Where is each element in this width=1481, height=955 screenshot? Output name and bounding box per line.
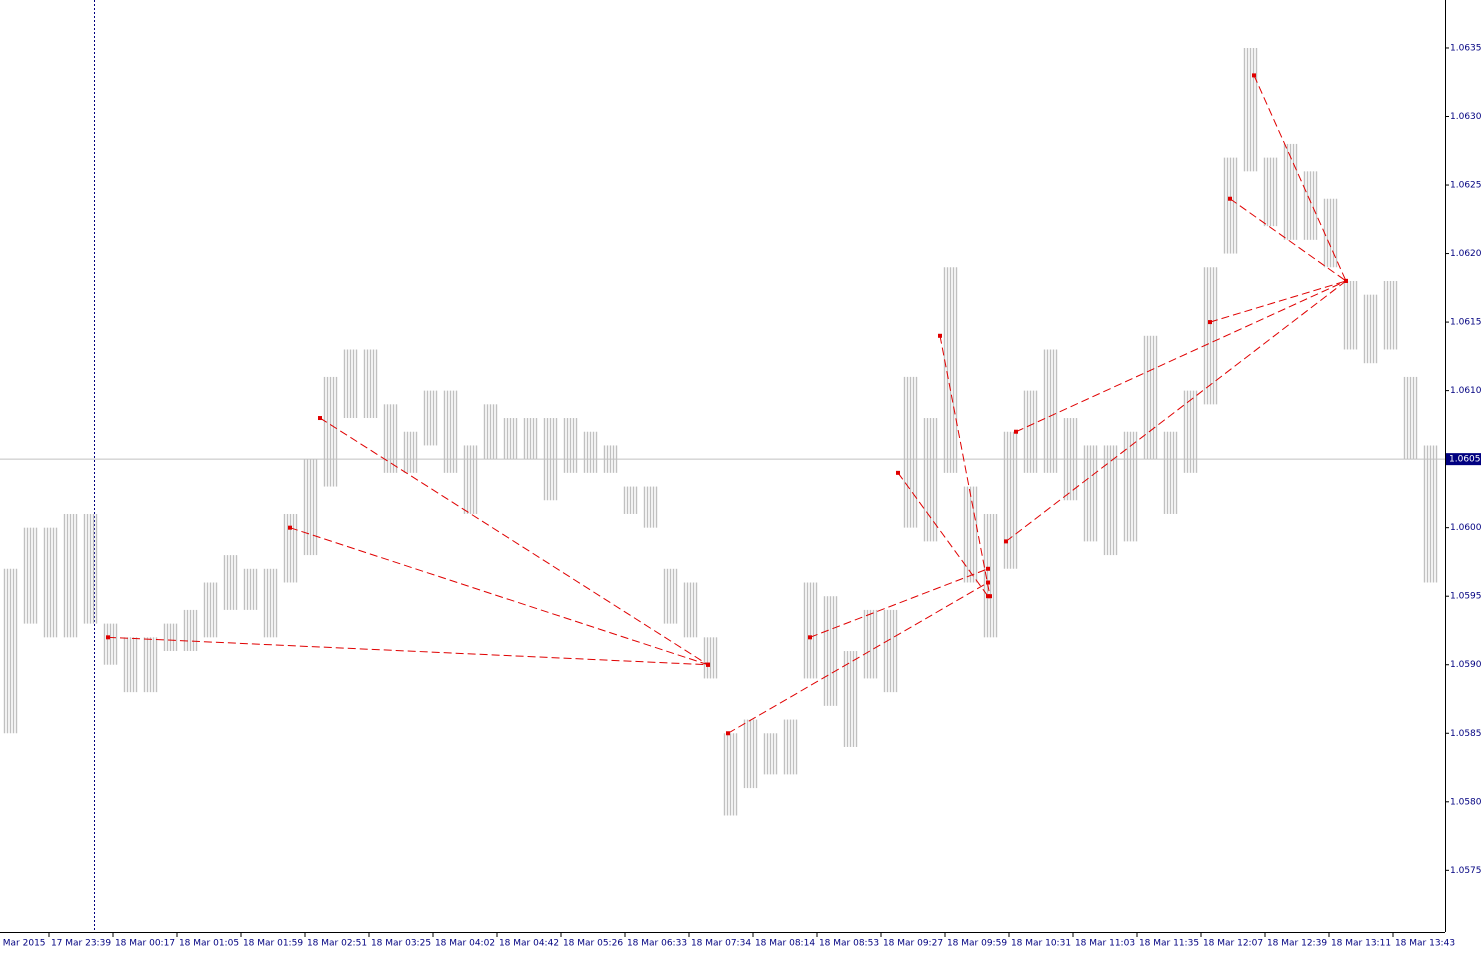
current-price-label: 1.0605 (1449, 455, 1481, 465)
x-tick-label: 17 Mar 23:39 (51, 939, 111, 949)
y-tick-label: 1.0610 (1450, 386, 1481, 396)
trade-open (726, 731, 730, 736)
x-tick-label: 18 Mar 04:42 (499, 939, 559, 949)
trade-line (289, 527, 709, 666)
x-tick-label: 18 Mar 13:11 (1331, 939, 1391, 949)
y-tick-label: 1.0600 (1450, 523, 1481, 533)
x-tick-label: 18 Mar 03:25 (371, 939, 431, 949)
y-tick-label: 1.0635 (1450, 43, 1481, 53)
x-tick-label: 18 Mar 08:14 (755, 939, 815, 949)
x-tick-label: 18 Mar 07:34 (691, 939, 751, 949)
trade-line (1015, 280, 1347, 433)
y-tick-label: 1.0615 (1450, 318, 1481, 328)
y-tick-label: 1.0575 (1450, 866, 1481, 876)
trade-line (107, 636, 709, 666)
trade-open (896, 470, 900, 475)
x-tick-label: 18 Mar 12:39 (1267, 939, 1327, 949)
x-tick-label: 18 Mar 01:05 (179, 939, 239, 949)
y-tick-label: 1.0580 (1450, 797, 1481, 807)
x-tick-label: 18 Mar 08:53 (819, 939, 879, 949)
x-tick-label: 18 Mar 02:51 (307, 939, 367, 949)
trade-open (938, 333, 942, 338)
x-tick-label: 18 Mar 10:31 (1011, 939, 1071, 949)
x-tick-label: 18 Mar 06:33 (627, 939, 687, 949)
x-tick-label: 18 Mar 01:59 (243, 939, 303, 949)
trade-open (106, 635, 110, 640)
y-tick-label: 1.0585 (1450, 729, 1481, 739)
trade-close (986, 580, 990, 585)
x-tick-label: 18 Mar 09:59 (947, 939, 1007, 949)
trade-line (809, 568, 989, 638)
trade-open (318, 416, 322, 421)
trade-open (808, 635, 812, 640)
x-tick-label: 18 Mar 12:07 (1203, 939, 1263, 949)
x-tick-label: 18 Mar 04:02 (435, 939, 495, 949)
x-tick-label: 18 Mar 13:43 (1395, 939, 1455, 949)
trade-close (988, 594, 992, 599)
x-tick-label: 17 Mar 2015 (0, 939, 46, 949)
trade-line (1253, 75, 1347, 282)
x-tick-label: 18 Mar 11:35 (1139, 939, 1199, 949)
x-tick-label: 18 Mar 11:03 (1075, 939, 1135, 949)
trade-close (986, 566, 990, 571)
current-price-box (1446, 453, 1481, 466)
trade-line (727, 582, 989, 734)
trade-open (1228, 196, 1232, 201)
trade-line (319, 417, 709, 666)
trade-close (1344, 278, 1348, 283)
trade-open (1004, 539, 1008, 544)
trade-open (1014, 429, 1018, 434)
y-tick-label: 1.0590 (1450, 660, 1481, 670)
x-tick-label: 18 Mar 09:27 (883, 939, 943, 949)
y-tick-label: 1.0625 (1450, 181, 1481, 191)
trade-close (706, 662, 710, 667)
y-tick-label: 1.0620 (1450, 249, 1481, 259)
trade-open (288, 525, 292, 530)
x-tick-label: 18 Mar 05:26 (563, 939, 623, 949)
trade-line (897, 472, 989, 597)
trade-open (1208, 320, 1212, 325)
x-tick-label: 18 Mar 00:17 (115, 939, 175, 949)
y-tick-label: 1.0595 (1450, 592, 1481, 602)
trade-open (1252, 73, 1256, 78)
trade-line (939, 335, 991, 597)
y-tick-label: 1.0630 (1450, 112, 1481, 122)
